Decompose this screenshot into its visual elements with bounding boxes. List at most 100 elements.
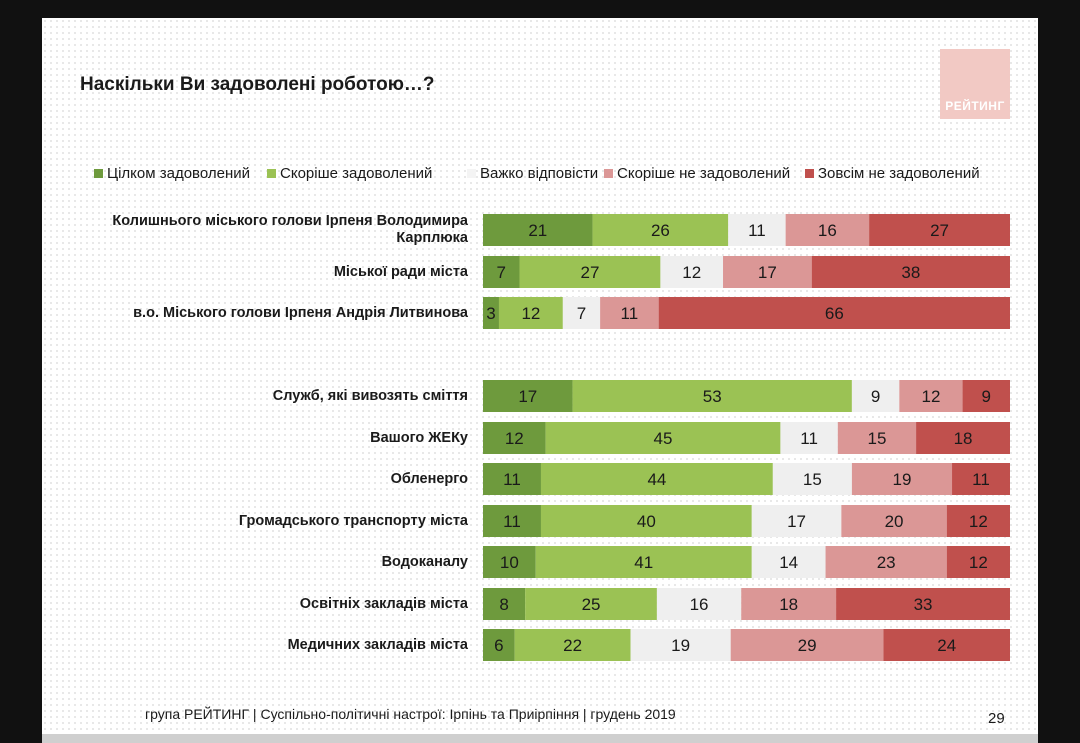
bar-segment — [660, 256, 724, 288]
bar-value-label: 26 — [651, 221, 670, 240]
bar-value-label: 3 — [486, 304, 495, 323]
bar-segment — [483, 297, 499, 329]
bar-segment — [841, 505, 947, 537]
bar-value-label: 14 — [779, 553, 798, 572]
category-label: Водоканалу — [381, 553, 468, 570]
bar-segment — [836, 588, 1010, 620]
bar-segment — [825, 546, 947, 578]
bar-value-label: 16 — [818, 221, 837, 240]
bar-segment — [656, 588, 742, 620]
bar-segment — [483, 505, 541, 537]
bar-value-label: 11 — [621, 304, 639, 323]
bar-value-label: 15 — [803, 470, 822, 489]
bar-segment — [630, 629, 731, 661]
bar-segment — [540, 463, 773, 495]
bar-segment — [751, 505, 842, 537]
bar-value-label: 23 — [877, 553, 896, 572]
legend-item: Скоріше не задоволений — [604, 165, 790, 182]
bar-value-label: 40 — [637, 512, 656, 531]
legend-swatch — [604, 169, 613, 178]
bar-value-label: 12 — [969, 512, 988, 531]
footer-text: група РЕЙТИНГ | Суспільно-політичні наст… — [145, 706, 676, 722]
legend-item: Зовсім не задоволений — [805, 165, 980, 182]
bar-value-label: 66 — [825, 304, 844, 323]
legend-item: Цілком задоволений — [94, 165, 250, 182]
category-label: Служб, які вивозять сміття — [272, 387, 468, 404]
legend-label: Цілком задоволений — [107, 165, 250, 182]
bar-value-label: 21 — [528, 221, 547, 240]
bar-value-label: 6 — [494, 636, 503, 655]
legend-swatch — [94, 169, 103, 178]
rating-logo: РЕЙТИНГ — [940, 49, 1010, 119]
logo-text: РЕЙТИНГ — [945, 99, 1005, 113]
slide-title: Наскільки Ви задоволені роботою…? — [80, 74, 435, 95]
bar-value-label: 9 — [871, 387, 880, 406]
bar-segment — [952, 463, 1010, 495]
bar-segment — [785, 214, 870, 246]
bar-segment — [899, 380, 963, 412]
page-number: 29 — [988, 710, 1005, 727]
bar-value-label: 9 — [982, 387, 991, 406]
bar-segment — [837, 422, 917, 454]
legend-swatch — [267, 169, 276, 178]
bar-segment — [535, 546, 752, 578]
bar-segment — [525, 588, 657, 620]
bar-segment — [741, 588, 837, 620]
legend-label: Скоріше задоволений — [280, 165, 433, 182]
bar-segment — [483, 422, 546, 454]
bar-segment — [514, 629, 631, 661]
bar-value-label: 11 — [800, 429, 818, 448]
bar-segment — [851, 380, 900, 412]
bar-value-label: 12 — [969, 553, 988, 572]
category-label: Медичних закладів міста — [287, 636, 468, 653]
bar-value-label: 18 — [954, 429, 973, 448]
legend-item: Скоріше задоволений — [267, 165, 432, 182]
bar-value-label: 44 — [647, 470, 666, 489]
bar-segment — [600, 297, 659, 329]
bar-value-label: 33 — [914, 595, 933, 614]
bar-value-label: 7 — [497, 263, 506, 282]
bar-segment — [851, 463, 953, 495]
bar-value-label: 12 — [521, 304, 540, 323]
category-label: Міської ради міста — [333, 263, 468, 280]
bar-segment — [946, 505, 1010, 537]
bar-segment — [483, 214, 593, 246]
bar-segment — [658, 297, 1010, 329]
bar-value-label: 8 — [499, 595, 508, 614]
bar-segment — [562, 297, 601, 329]
bar-segment — [483, 380, 573, 412]
bar-segment — [728, 214, 786, 246]
stacked-bar-chart: 21 26 11 16 27 7 27 12 17 38 3 12 7 11 66 17 53 9 12 9 12 45 1… — [483, 214, 1010, 661]
bar-value-label: 24 — [937, 636, 956, 655]
legend-item: Важко відповісти — [467, 165, 598, 182]
bar-value-label: 19 — [893, 470, 912, 489]
bar-value-label: 12 — [505, 429, 524, 448]
bar-value-label: 11 — [503, 512, 521, 531]
bar-segment — [483, 588, 526, 620]
bar-value-label: 41 — [634, 553, 653, 572]
bar-segment — [869, 214, 1010, 246]
bar-value-label: 38 — [901, 263, 920, 282]
bar-segment — [811, 256, 1010, 288]
category-label: Громадського транспорту міста — [238, 512, 468, 529]
bar-segment — [772, 463, 852, 495]
category-label: Обленерго — [390, 470, 468, 487]
bar-value-label: 20 — [885, 512, 904, 531]
bar-value-label: 25 — [582, 595, 601, 614]
bar-value-label: 11 — [748, 221, 766, 240]
bar-segment — [545, 422, 781, 454]
bottom-bar — [42, 734, 1038, 743]
bar-value-label: 12 — [921, 387, 940, 406]
bar-segment — [883, 629, 1010, 661]
bar-segment — [723, 256, 812, 288]
bar-segment — [572, 380, 852, 412]
legend-swatch — [805, 169, 814, 178]
bar-segment — [483, 629, 515, 661]
bar-value-label: 17 — [787, 512, 806, 531]
bar-segment — [498, 297, 563, 329]
bar-segment — [751, 546, 826, 578]
legend-label: Скоріше не задоволений — [617, 165, 791, 182]
legend-label: Важко відповісти — [480, 165, 599, 182]
bar-segment — [483, 463, 541, 495]
bar-value-label: 27 — [581, 263, 600, 282]
